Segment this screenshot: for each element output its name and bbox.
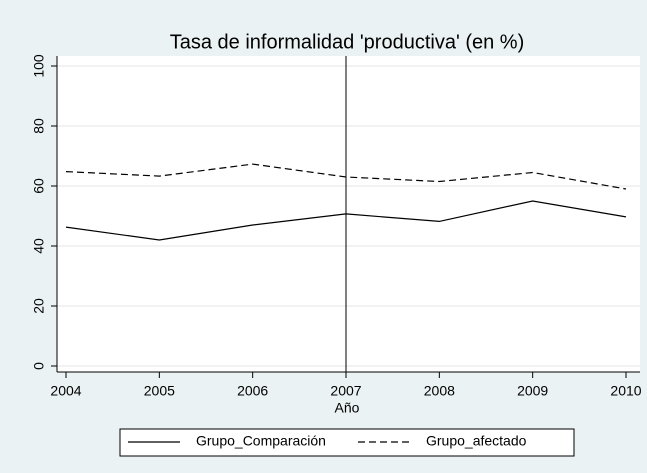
y-tick-label: 100	[31, 54, 47, 78]
y-tick-label: 20	[31, 298, 47, 314]
data-line	[65, 163, 627, 190]
y-tick-label: 0	[31, 362, 47, 370]
y-tick-label: 40	[31, 238, 47, 254]
data-line	[65, 200, 627, 241]
x-tick-label: 2007	[330, 383, 361, 399]
x-tick-label: 2008	[424, 383, 455, 399]
x-tick-label: 2010	[610, 383, 641, 399]
x-tick-label: 2004	[50, 383, 81, 399]
legend-label: Grupo_Comparación	[196, 433, 326, 449]
x-tick-label: 2005	[144, 383, 175, 399]
y-tick-label: 60	[31, 178, 47, 194]
chart-title: Tasa de informalidad 'productiva' (en %)	[170, 31, 524, 53]
x-axis-label: Año	[335, 400, 360, 416]
x-tick-label: 2009	[517, 383, 548, 399]
legend-label: Grupo_afectado	[426, 433, 527, 449]
legend	[119, 428, 575, 457]
x-tick-label: 2006	[237, 383, 268, 399]
y-tick-label: 80	[31, 118, 47, 134]
